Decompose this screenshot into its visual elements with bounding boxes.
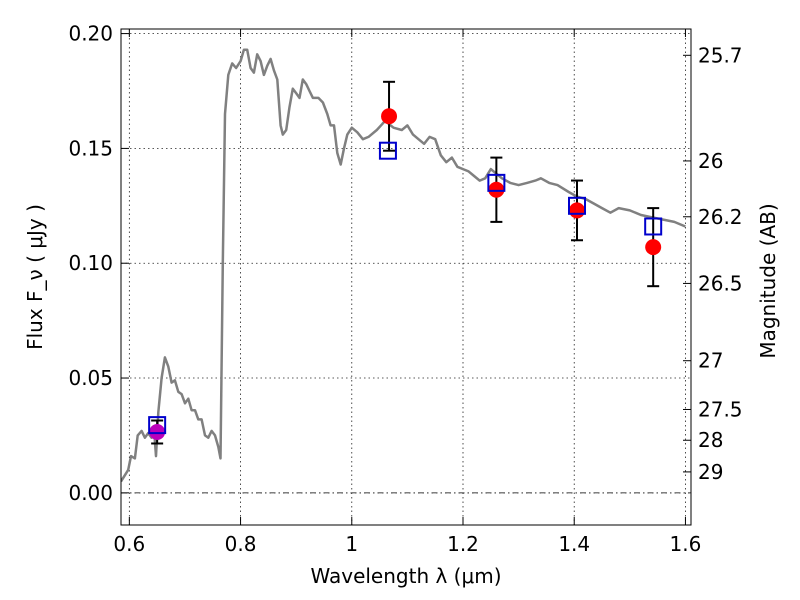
model-points bbox=[148, 141, 663, 435]
y-tick-label: 0.15 bbox=[68, 136, 113, 160]
y2-tick-label: 27 bbox=[698, 349, 723, 373]
y2-tick-label: 26.5 bbox=[698, 271, 743, 295]
observed-points bbox=[149, 108, 662, 440]
y2-tick-label: 28 bbox=[698, 428, 723, 452]
model-point bbox=[568, 196, 586, 215]
observed-point bbox=[488, 181, 505, 198]
model-point bbox=[378, 141, 397, 160]
y-axis-title: Flux F_ν ( μJy ) bbox=[23, 204, 47, 350]
y-tick-label: 0.20 bbox=[68, 22, 113, 46]
y2-tick-label: 26.2 bbox=[698, 205, 743, 229]
x-tick-label: 1.6 bbox=[670, 532, 702, 556]
error-bars bbox=[151, 80, 660, 445]
model-spectrum-line bbox=[121, 48, 686, 483]
x-tick-label: 1 bbox=[345, 532, 358, 556]
observed-point bbox=[381, 108, 398, 125]
y2-tick-label: 25.7 bbox=[698, 43, 743, 67]
model-point bbox=[148, 416, 167, 435]
observed-point bbox=[569, 202, 585, 219]
plot-frame bbox=[120, 28, 692, 526]
x-tick-label: 1.4 bbox=[558, 532, 590, 556]
y2-tick-label: 27.5 bbox=[698, 397, 743, 421]
observed-point bbox=[149, 424, 166, 440]
model-point bbox=[644, 217, 663, 236]
x-tick-label: 0.8 bbox=[225, 532, 257, 556]
y2-tick-label: 26 bbox=[698, 149, 723, 173]
y-tick-label: 0.05 bbox=[68, 366, 113, 390]
axis-ticks: 0.6 0.8 1 1.2 1.4 1.6 0.00 0.05 0.10 0.15 0.20 25.7… bbox=[68, 22, 742, 556]
y-tick-label: 0.10 bbox=[68, 251, 113, 275]
grid bbox=[121, 29, 691, 525]
x-axis-title: Wavelength λ (μm) bbox=[310, 564, 501, 588]
right-axis-title: Magnitude (AB) bbox=[756, 203, 780, 358]
y2-tick-label: 29 bbox=[698, 460, 723, 484]
model-point bbox=[487, 173, 506, 192]
x-tick-label: 1.2 bbox=[447, 532, 479, 556]
y-tick-label: 0.00 bbox=[68, 481, 113, 505]
observed-point bbox=[645, 239, 662, 256]
x-tick-label: 0.6 bbox=[113, 532, 145, 556]
